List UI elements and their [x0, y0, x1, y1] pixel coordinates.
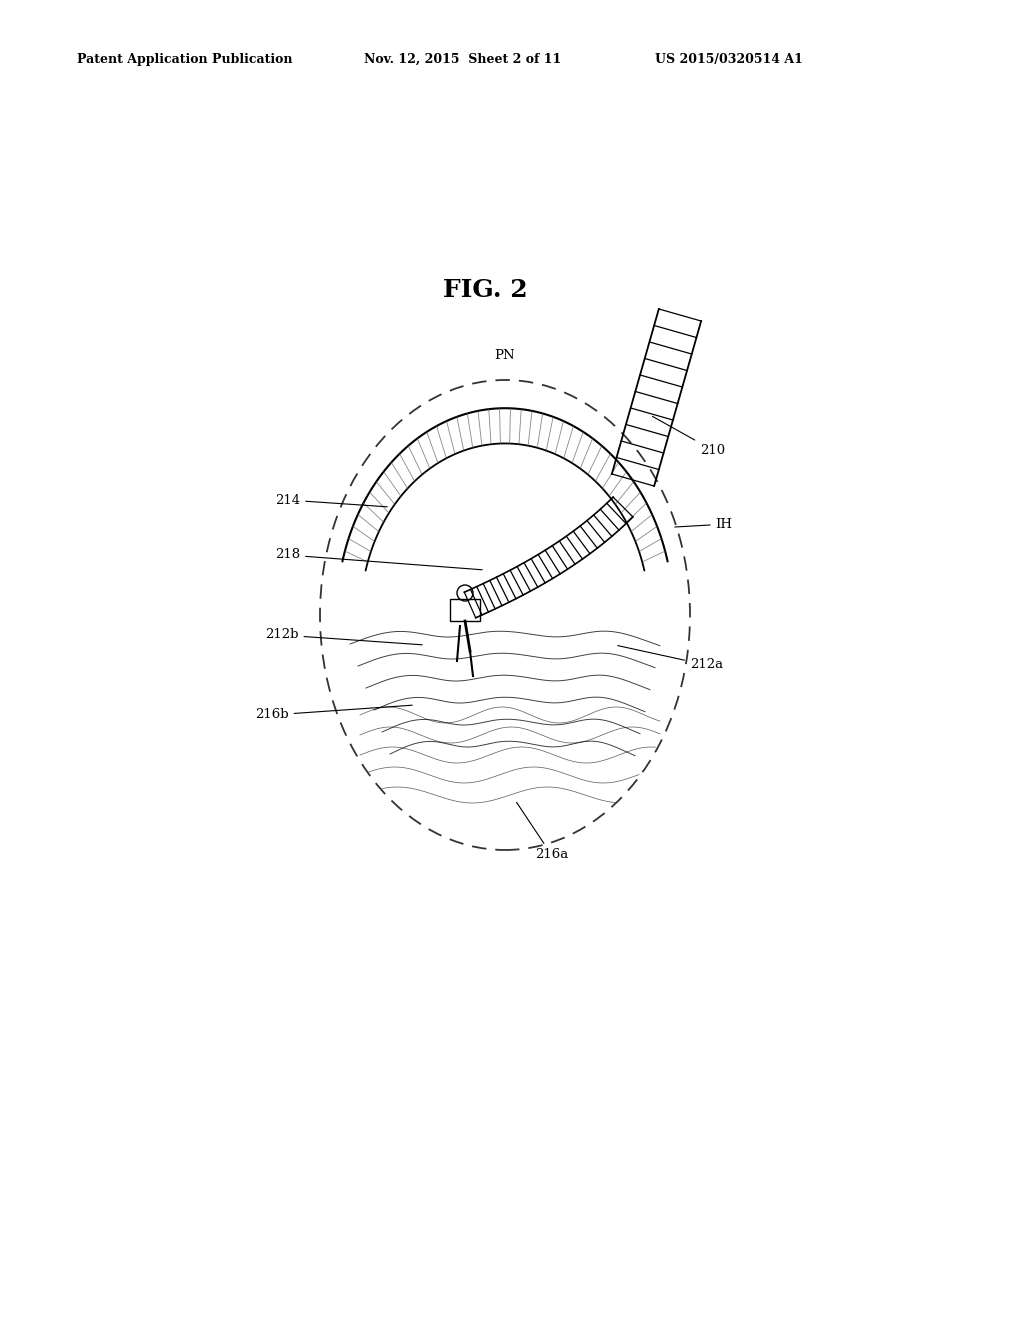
Text: 214: 214	[275, 494, 387, 507]
Text: 210: 210	[652, 416, 725, 457]
Text: IH: IH	[715, 519, 732, 532]
Text: FIG. 2: FIG. 2	[442, 279, 527, 302]
Text: 212a: 212a	[617, 645, 723, 672]
Text: US 2015/0320514 A1: US 2015/0320514 A1	[655, 53, 803, 66]
Text: 216b: 216b	[255, 705, 413, 722]
Text: 212b: 212b	[265, 628, 422, 644]
Text: PN: PN	[495, 348, 515, 362]
Bar	[450, 599, 480, 620]
Text: 218: 218	[275, 549, 482, 570]
Text: Nov. 12, 2015  Sheet 2 of 11: Nov. 12, 2015 Sheet 2 of 11	[364, 53, 561, 66]
Text: Patent Application Publication: Patent Application Publication	[77, 53, 292, 66]
Text: 216a: 216a	[516, 803, 568, 862]
